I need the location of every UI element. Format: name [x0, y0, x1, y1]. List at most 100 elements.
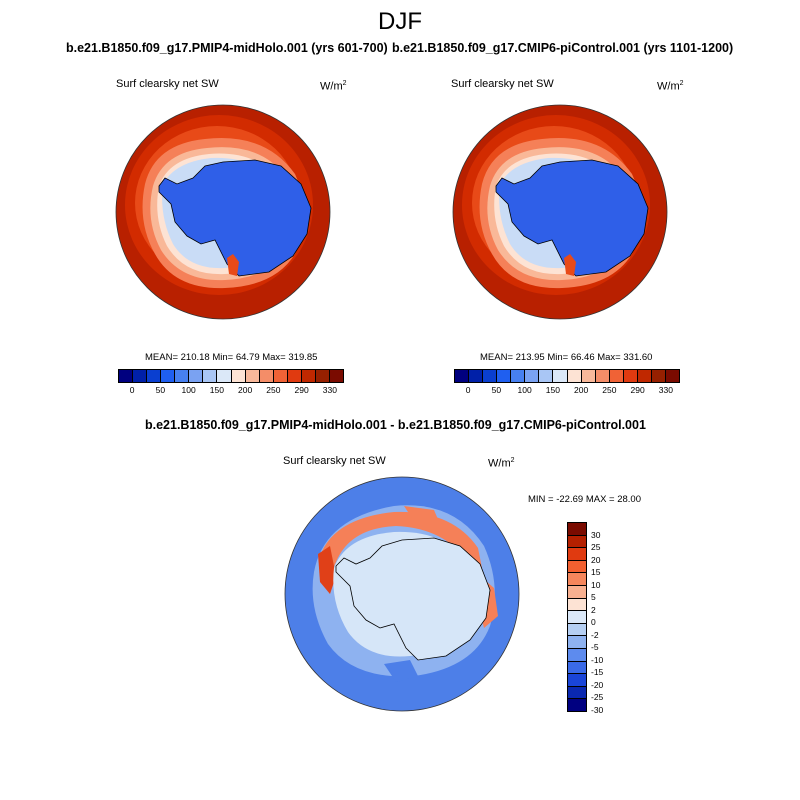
colorbar-swatch — [568, 648, 586, 662]
warm-patch — [564, 254, 576, 276]
colorbar-tick-label: 10 — [591, 579, 601, 590]
colorbar-swatch — [568, 548, 586, 561]
colorbar-tick-label: 150 — [545, 385, 560, 395]
colorbar-swatch — [483, 370, 498, 382]
colorbar-swatch — [568, 623, 586, 637]
colorbar-tick-label: 250 — [266, 385, 281, 395]
colorbar-swatch — [623, 370, 638, 382]
colorbar-swatch — [553, 370, 568, 382]
colorbar-swatch — [665, 370, 679, 382]
panel2-map — [452, 104, 668, 320]
colorbar-swatch — [568, 585, 586, 599]
panel2-colorbar: 0 50 100 150 200 250 290 330 — [454, 369, 680, 395]
colorbar-tick-label: -20 — [591, 679, 604, 690]
warm-band — [404, 506, 440, 524]
colorbar-tick-label: 290 — [630, 385, 645, 395]
panel2-units: W/m2 — [657, 80, 684, 93]
colorbar-swatch — [581, 370, 596, 382]
colorbar-swatch — [595, 370, 610, 382]
colorbar-swatch — [315, 370, 330, 382]
colorbar-swatch — [287, 370, 302, 382]
panel1-map — [115, 104, 331, 320]
colorbar-swatch — [609, 370, 624, 382]
colorbar-swatch — [568, 636, 586, 649]
colorbar-tick-label: 200 — [574, 385, 589, 395]
colorbar-tick-label: -10 — [591, 654, 604, 665]
panel1-variable-label: Surf clearsky net SW — [116, 78, 219, 90]
warm-patch — [227, 254, 239, 276]
panel1-colorbar: 0 50 100 150 200 250 290 330 — [118, 369, 344, 395]
colorbar-swatch — [161, 370, 176, 382]
colorbar-swatch — [568, 523, 586, 536]
colorbar-swatch — [568, 661, 586, 675]
colorbar-swatch — [231, 370, 246, 382]
colorbar-swatch — [568, 573, 586, 586]
colorbar-tick-label: 0 — [591, 617, 596, 628]
panel2-variable-label: Surf clearsky net SW — [451, 78, 554, 90]
panel3-stats: MIN = -22.69 MAX = 28.00 — [528, 494, 642, 505]
colorbar-tick-label: 250 — [602, 385, 617, 395]
colorbar-tick-label: 290 — [294, 385, 309, 395]
panel2-case-title: b.e21.B1850.f09_g17.CMIP6-piControl.001 … — [392, 41, 734, 55]
colorbar-tick-label: 330 — [322, 385, 337, 395]
colorbar-tick-label: -15 — [591, 667, 604, 678]
panel1-stats: MEAN= 210.18 Min= 64.79 Max= 319.85 — [145, 352, 318, 363]
colorbar-swatch — [568, 598, 586, 612]
colorbar-swatch — [469, 370, 484, 382]
colorbar-swatch — [568, 674, 586, 687]
colorbar-tick-label: 150 — [209, 385, 224, 395]
land — [335, 537, 491, 661]
colorbar-swatch — [568, 560, 586, 574]
colorbar-tick-label: 5 — [591, 592, 596, 603]
colorbar-swatch — [147, 370, 162, 382]
colorbar-tick-label: 50 — [155, 385, 166, 395]
colorbar-swatch — [329, 370, 343, 382]
dark-patch — [384, 660, 418, 682]
colorbar-swatch — [189, 370, 204, 382]
colorbar-swatch — [511, 370, 526, 382]
colorbar-swatch — [203, 370, 218, 382]
colorbar-swatch — [455, 370, 470, 382]
land — [158, 159, 312, 277]
colorbar-tick-label: 0 — [129, 385, 135, 395]
colorbar-tick-label: 2 — [591, 604, 596, 615]
colorbar-tick-label: -30 — [591, 705, 604, 715]
warm-band — [320, 511, 482, 576]
colorbar-tick-label: -5 — [591, 642, 599, 653]
colorbar-swatch — [119, 370, 134, 382]
colorbar-tick-label: -25 — [591, 692, 604, 703]
colorbar-swatch — [651, 370, 666, 382]
panel3-units: W/m2 — [488, 457, 515, 470]
colorbar-swatch — [567, 370, 582, 382]
colorbar-swatch — [133, 370, 148, 382]
panel1-case-title: b.e21.B1850.f09_g17.PMIP4-midHolo.001 (y… — [66, 41, 388, 55]
colorbar-swatch — [568, 699, 586, 711]
panel3-variable-label: Surf clearsky net SW — [283, 455, 386, 467]
colorbar-swatch — [568, 611, 586, 624]
colorbar-swatch — [175, 370, 190, 382]
colorbar-swatch — [301, 370, 316, 382]
colorbar-tick-label: 200 — [238, 385, 253, 395]
panel3-case-title: b.e21.B1850.f09_g17.PMIP4-midHolo.001 - … — [145, 418, 646, 432]
colorbar-swatch — [259, 370, 274, 382]
colorbar-swatch — [273, 370, 288, 382]
main-title: DJF — [378, 8, 422, 35]
colorbar-tick-label: 50 — [491, 385, 502, 395]
colorbar-tick-label: 330 — [658, 385, 673, 395]
colorbar-swatch — [497, 370, 512, 382]
colorbar-tick-label: 30 — [591, 529, 601, 540]
panel1-units: W/m2 — [320, 80, 347, 93]
colorbar-tick-label: 100 — [517, 385, 532, 395]
colorbar-swatch — [568, 686, 586, 700]
colorbar-swatch — [568, 535, 586, 549]
colorbar-swatch — [245, 370, 260, 382]
colorbar-swatch — [539, 370, 554, 382]
colorbar-tick-label: 100 — [181, 385, 196, 395]
panel2-stats: MEAN= 213.95 Min= 66.46 Max= 331.60 — [480, 352, 653, 363]
panel3-map — [284, 476, 520, 712]
colorbar-tick-label: 25 — [591, 542, 601, 553]
panel3-colorbar: 30 25 20 15 10 5 2 0 -2 -5 -10 -15 -20 -25 -30 — [567, 522, 603, 715]
colorbar-tick-label: 20 — [591, 554, 601, 565]
colorbar-swatch — [217, 370, 232, 382]
colorbar-swatch — [637, 370, 652, 382]
